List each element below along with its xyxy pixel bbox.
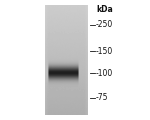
Text: -250: -250 [96,20,113,29]
Text: -75: -75 [96,93,108,102]
Text: -150: -150 [96,47,113,56]
Text: -100: -100 [96,69,113,78]
Text: kDa: kDa [96,5,113,14]
